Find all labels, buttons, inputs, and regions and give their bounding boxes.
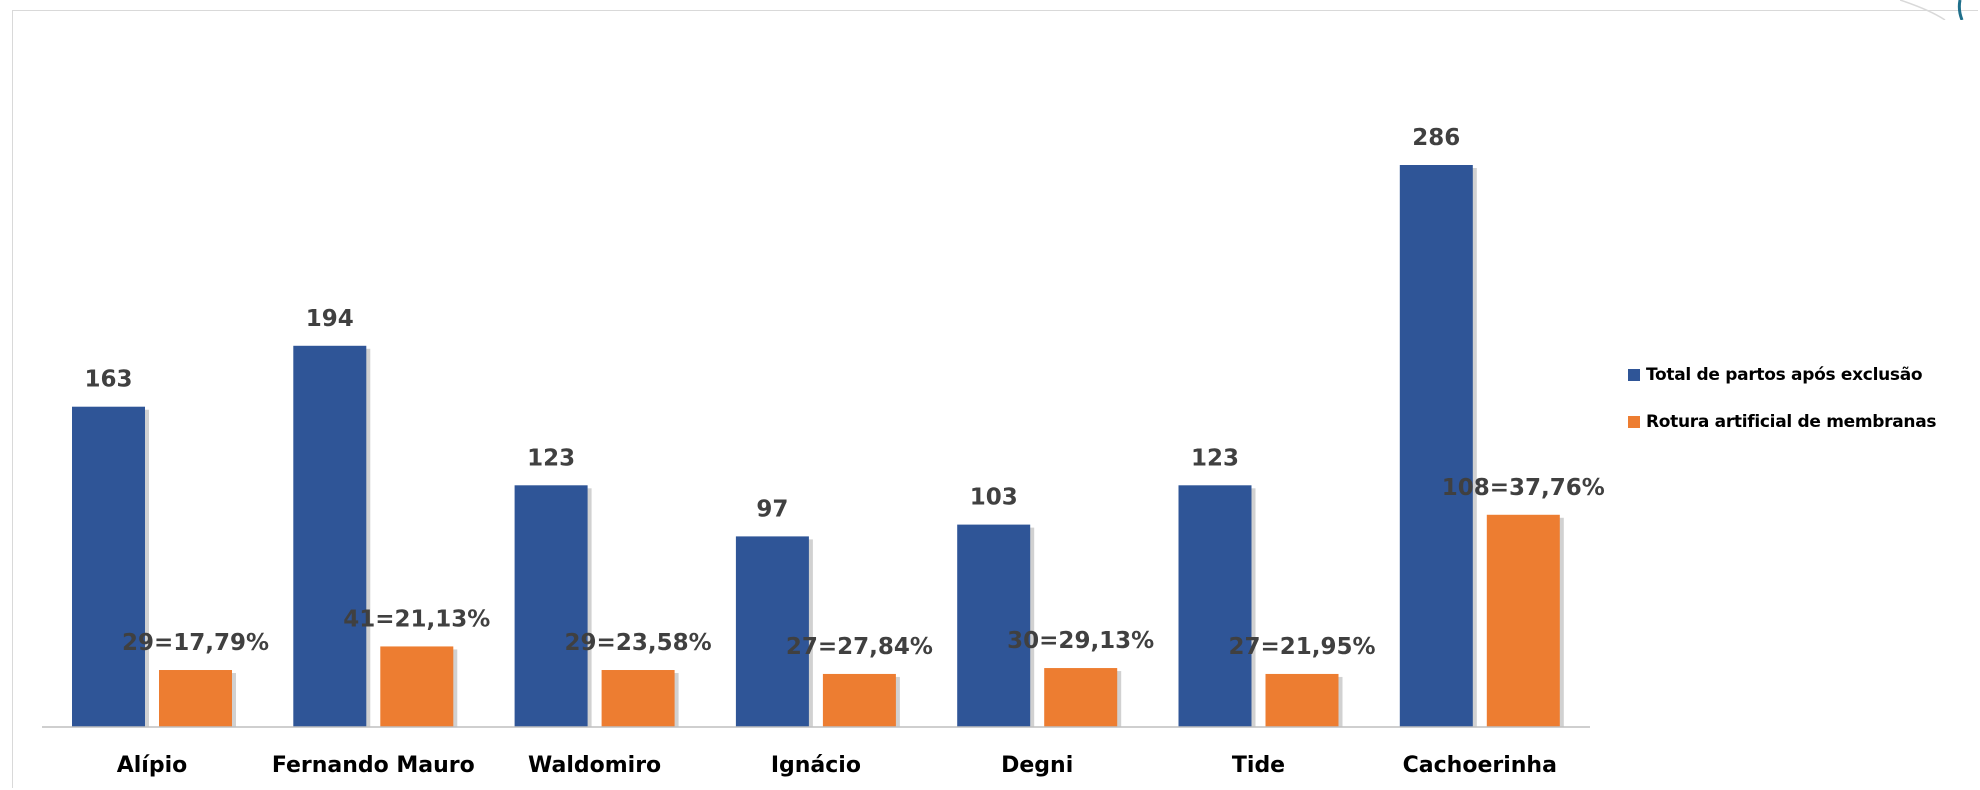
data-label-series-1-6: 286 [1412, 125, 1460, 151]
bar-series-2-2 [601, 670, 675, 727]
legend-item-series-2: Rotura artificial de membranas [1628, 409, 1937, 435]
bar-series-1-4 [957, 524, 1031, 727]
corner-decoration [1900, 0, 1964, 20]
bar-series-1-6 [1399, 165, 1473, 727]
bar-series-2-1 [380, 646, 454, 727]
legend-label-series-1: Total de partos após exclusão [1646, 365, 1923, 385]
bars-layer [72, 165, 1564, 727]
bar-series-2-4 [1044, 668, 1118, 727]
category-label-1: Fernando Mauro [272, 753, 475, 778]
category-label-0: Alípio [117, 753, 188, 778]
bar-series-1-5 [1178, 485, 1252, 727]
category-label-2: Waldomiro [528, 753, 661, 778]
legend: Total de partos após exclusão Rotura art… [1628, 362, 1937, 456]
data-label-series-2-3: 27=27,84% [786, 634, 933, 660]
category-label-6: Cachoerinha [1403, 753, 1557, 778]
category-label-4: Degni [1001, 753, 1073, 778]
legend-swatch-series-1 [1628, 369, 1640, 381]
data-label-series-2-2: 29=23,58% [565, 630, 712, 656]
bar-series-1-0 [72, 406, 145, 727]
data-label-series-2-6: 108=37,76% [1442, 475, 1605, 501]
category-label-3: Ignácio [771, 753, 861, 778]
bar-series-1-2 [514, 485, 588, 727]
data-label-series-2-5: 27=21,95% [1228, 634, 1375, 660]
category-label-5: Tide [1232, 753, 1285, 778]
bar-series-2-0 [159, 670, 232, 727]
data-label-series-1-2: 123 [527, 445, 575, 471]
bar-series-1-3 [735, 536, 809, 727]
legend-swatch-series-2 [1628, 416, 1640, 428]
bar-series-1-1 [293, 345, 367, 727]
legend-item-series-1: Total de partos após exclusão [1628, 362, 1936, 388]
chart-frame [12, 10, 1978, 788]
bar-series-2-5 [1265, 673, 1339, 727]
data-label-series-2-1: 41=21,13% [343, 606, 490, 632]
data-label-series-2-0: 29=17,79% [122, 630, 269, 656]
bar-series-2-3 [822, 673, 896, 727]
labels-layer: 163 29=17,79% Alípio 194 41=21,13% Fernando M… [84, 125, 1604, 778]
data-label-series-2-4: 30=29,13% [1007, 628, 1154, 654]
bar-series-2-6 [1486, 514, 1560, 727]
data-label-series-1-1: 194 [306, 306, 354, 332]
data-label-series-1-0: 163 [84, 367, 132, 393]
data-label-series-1-4: 103 [970, 485, 1018, 511]
data-label-series-1-5: 123 [1191, 445, 1239, 471]
data-label-series-1-3: 97 [756, 496, 788, 522]
legend-label-series-2: Rotura artificial de membranas [1646, 412, 1937, 432]
